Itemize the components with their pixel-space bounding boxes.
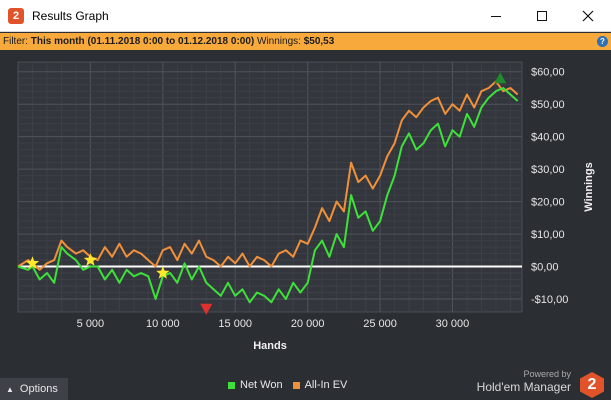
star-marker bbox=[156, 266, 170, 279]
minimize-button[interactable] bbox=[473, 0, 519, 32]
y-tick-label: $0,00 bbox=[531, 262, 559, 274]
x-axis-label: Hands bbox=[253, 340, 287, 352]
peak-marker bbox=[494, 72, 507, 84]
y-tick-label: $30,00 bbox=[531, 164, 565, 176]
x-tick-label: 20 000 bbox=[291, 318, 325, 330]
results-graph: 5 000 10 000 15 000 20 000 25 000 30 000 -$10,… bbox=[0, 50, 611, 372]
winnings-value: $50,53 bbox=[303, 36, 335, 47]
plot-area bbox=[17, 61, 523, 313]
footer: ▲ Options Net Won All-In EV Powered by Ho… bbox=[0, 369, 611, 400]
filter-label: Filter: bbox=[3, 36, 28, 47]
y-tick-label: -$10,00 bbox=[531, 294, 568, 306]
x-tick-label: 15 000 bbox=[218, 318, 252, 330]
options-label: Options bbox=[19, 383, 58, 395]
close-icon bbox=[582, 10, 594, 22]
star-marker bbox=[25, 256, 40, 269]
maximize-icon bbox=[537, 11, 547, 21]
close-button[interactable] bbox=[565, 0, 611, 32]
series-line-all-in-ev bbox=[17, 80, 519, 271]
y-tick-label: $60,00 bbox=[531, 67, 565, 79]
chart-legend: Net Won All-In EV bbox=[228, 379, 347, 391]
star-marker bbox=[83, 253, 98, 266]
x-tick-label: 30 000 bbox=[436, 318, 470, 330]
title-bar: 2 Results Graph bbox=[0, 0, 611, 32]
minimize-icon bbox=[491, 15, 501, 17]
options-button[interactable]: ▲ Options bbox=[0, 378, 68, 400]
help-icon[interactable]: ? bbox=[597, 36, 608, 47]
powered-by-label: Powered by bbox=[523, 369, 571, 379]
y-tick-label: $50,00 bbox=[531, 99, 565, 111]
brand-name: Hold'em Manager bbox=[476, 380, 571, 394]
y-tick-label: $10,00 bbox=[531, 229, 565, 241]
maximize-button[interactable] bbox=[519, 0, 565, 32]
powered-by: Powered by Hold'em Manager bbox=[477, 369, 571, 394]
legend-item-all-in-ev: All-In EV bbox=[292, 379, 348, 391]
hm-logo-icon: 2 bbox=[580, 372, 604, 398]
legend-label-all-in-ev: All-In EV bbox=[304, 379, 348, 391]
series-line-net-won bbox=[17, 87, 519, 304]
chevron-up-icon: ▲ bbox=[6, 385, 14, 394]
x-tick-label: 25 000 bbox=[363, 318, 397, 330]
x-tick-label: 10 000 bbox=[146, 318, 180, 330]
legend-swatch-net-won bbox=[228, 381, 235, 389]
legend-swatch-all-in-ev bbox=[292, 381, 300, 389]
x-tick-label: 5 000 bbox=[77, 318, 105, 330]
y-axis-label: Winnings bbox=[583, 162, 595, 211]
y-tick-label: $40,00 bbox=[531, 132, 565, 144]
app-logo-icon: 2 bbox=[8, 8, 24, 24]
legend-label-net-won: Net Won bbox=[240, 379, 283, 391]
window-title: Results Graph bbox=[32, 9, 109, 23]
winnings-label: Winnings: bbox=[257, 36, 301, 47]
results-chart: 5 000 10 000 15 000 20 000 25 000 30 000 -$10,… bbox=[17, 61, 595, 352]
filter-bar[interactable]: Filter: This month (01.11.2018 0:00 to 0… bbox=[0, 33, 611, 50]
legend-item-net-won: Net Won bbox=[228, 379, 283, 391]
filter-period: This month (01.11.2018 0:00 to 01.12.201… bbox=[30, 36, 255, 47]
y-tick-label: $20,00 bbox=[531, 197, 565, 209]
trough-marker bbox=[200, 303, 213, 315]
